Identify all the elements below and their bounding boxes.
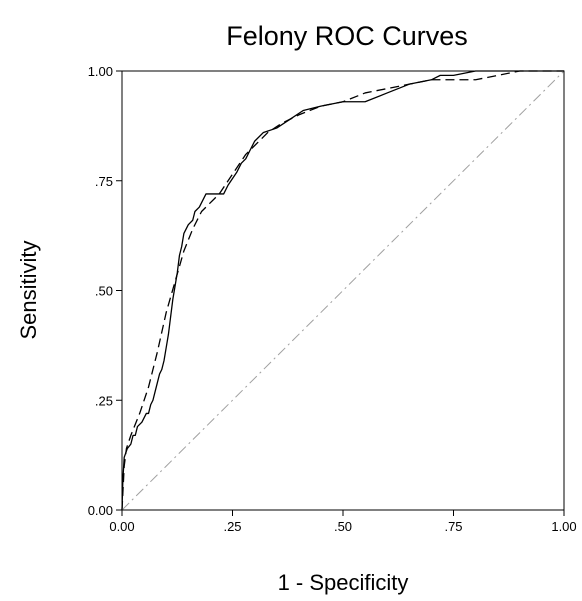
x-tick-label: .75 [444, 519, 462, 534]
series-layer [121, 70, 565, 511]
chart-title: Felony ROC Curves [226, 21, 468, 51]
x-tick-label: 1.00 [551, 519, 576, 534]
reference-diagonal [121, 70, 565, 511]
y-tick-label: 0.00 [88, 503, 113, 518]
x-tick-label: 0.00 [109, 519, 134, 534]
x-tick-label: .25 [223, 519, 241, 534]
y-tick-label: .25 [95, 393, 113, 408]
y-axis-ticks: 0.00 .25 .50 .75 1.00 [88, 64, 122, 518]
y-tick-label: 1.00 [88, 64, 113, 79]
x-axis-ticks: 0.00 .25 .50 .75 1.00 [109, 510, 577, 534]
x-axis-label: 1 - Specificity [278, 570, 409, 595]
x-tick-label: .50 [334, 519, 352, 534]
roc-curve-solid [121, 70, 564, 511]
roc-curve-dashed [121, 70, 564, 511]
y-axis-label: Sensitivity [16, 240, 41, 339]
y-tick-label: .50 [95, 284, 113, 299]
y-tick-label: .75 [95, 174, 113, 189]
